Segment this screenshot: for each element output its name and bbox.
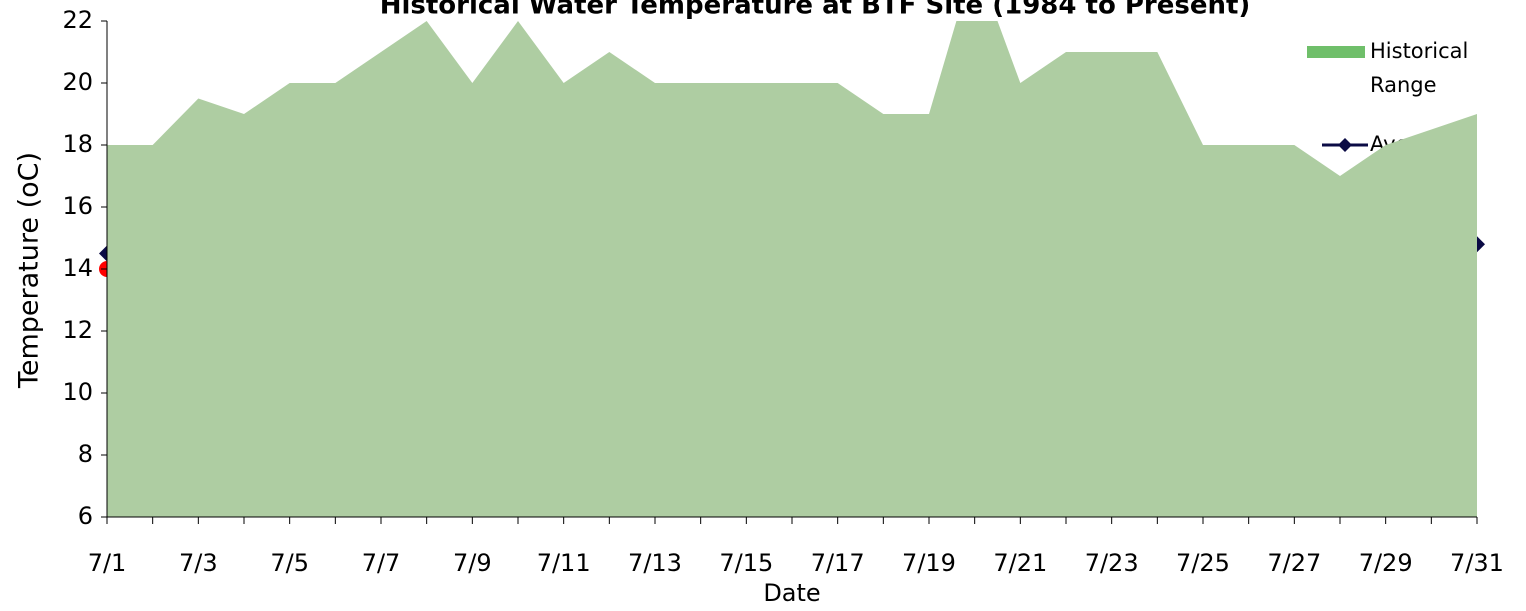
y-tick-label: 16 — [62, 192, 93, 220]
y-tick-label: 10 — [62, 378, 93, 406]
x-tick-label: 7/23 — [1085, 549, 1139, 577]
y-tick-label: 18 — [62, 130, 93, 158]
x-tick-label: 7/31 — [1450, 549, 1504, 577]
x-tick-label: 7/29 — [1359, 549, 1413, 577]
y-tick-label: 8 — [78, 440, 93, 468]
x-tick-label: 7/17 — [811, 549, 865, 577]
axes-layer: 6 8 10 12 14 16 18 20 22 7/1 7/3 7/5 7/7 7/9 7/11 7/13 7… — [62, 6, 1504, 577]
x-tick-label: 7/13 — [628, 549, 682, 577]
legend-label: Historical Range — [1370, 39, 1468, 97]
y-tick-label: 22 — [62, 6, 93, 34]
area-layer — [107, 21, 1477, 517]
x-tick-label: 7/3 — [179, 549, 218, 577]
x-tick-label: 7/1 — [88, 549, 127, 577]
y-axis-label: Temperature (oC) — [14, 152, 45, 389]
x-tick-label: 7/21 — [993, 549, 1047, 577]
x-tick-label: 7/9 — [453, 549, 492, 577]
y-tick-label: 20 — [62, 68, 93, 96]
x-tick-label: 7/27 — [1267, 549, 1321, 577]
legend-swatch — [1307, 46, 1365, 58]
x-tick-label: 7/11 — [537, 549, 591, 577]
x-tick-label: 7/19 — [902, 549, 956, 577]
chart-title: Historical Water Temperature at BTF Site… — [380, 0, 1251, 21]
legend-marker — [1338, 138, 1352, 152]
y-tick-label: 12 — [62, 316, 93, 344]
y-tick-label: 14 — [62, 254, 93, 282]
area — [107, 21, 1477, 517]
x-axis-label: Date — [763, 579, 820, 607]
x-tick-label: 7/25 — [1176, 549, 1230, 577]
y-tick-label: 6 — [78, 502, 93, 530]
x-tick-label: 7/15 — [719, 549, 773, 577]
x-tick-label: 7/5 — [270, 549, 309, 577]
x-tick-label: 7/7 — [362, 549, 401, 577]
